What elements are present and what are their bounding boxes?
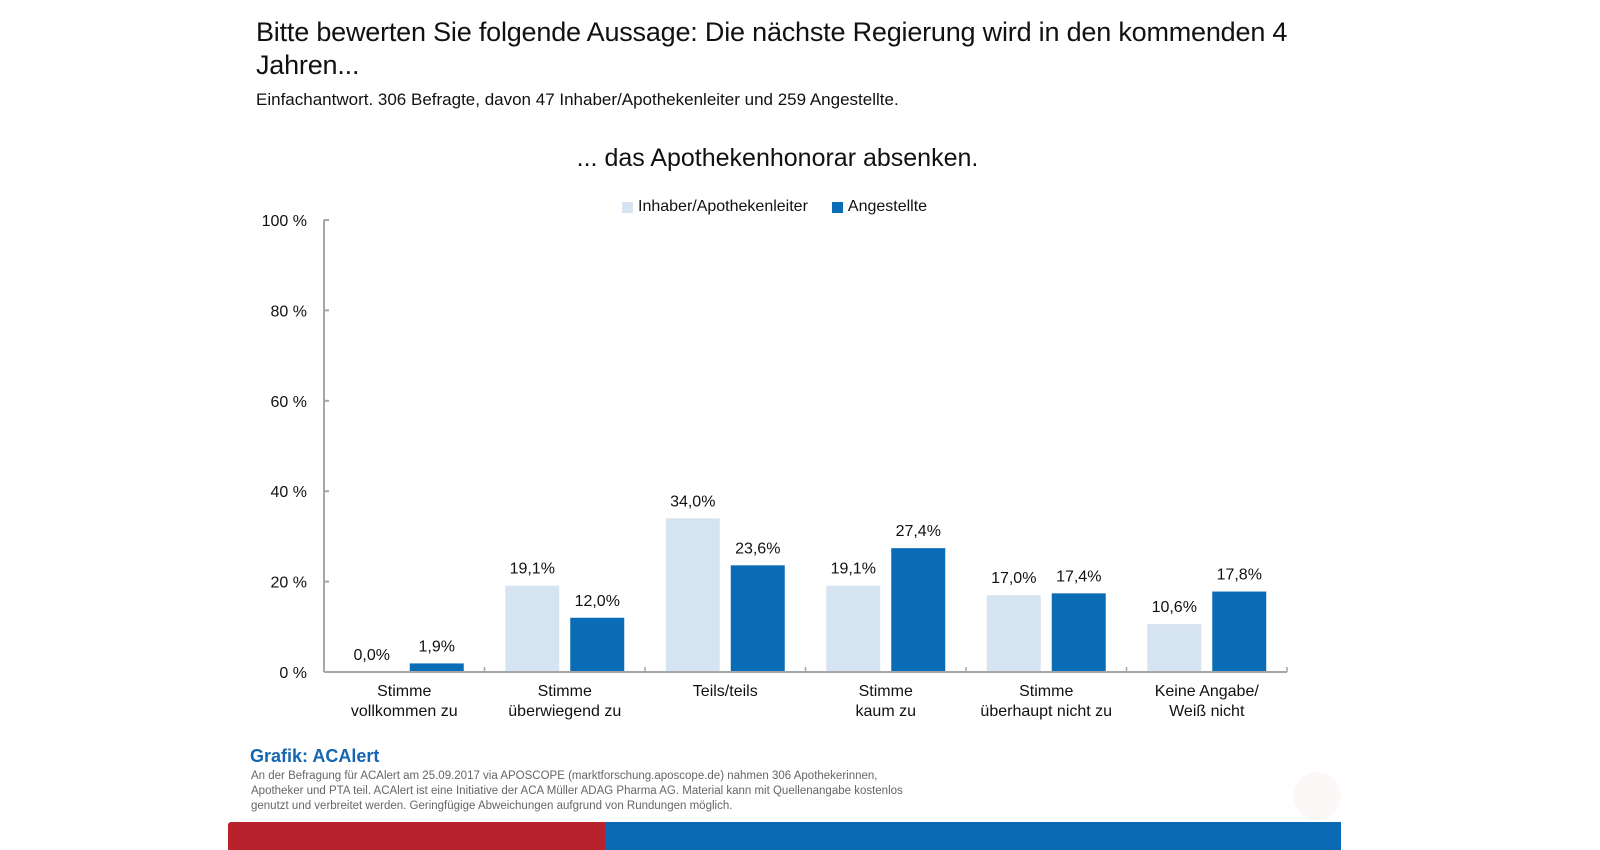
footer-brand-bar-red [228,822,605,850]
bar-inhaber [505,585,560,671]
x-category-label: Stimme [859,683,913,700]
data-label: 34,0% [670,493,715,510]
footer-brand-bar-blue [605,822,1341,850]
bar-inhaber [665,518,720,671]
legend-item-inhaber: Inhaber/Apothekenleiter [622,198,808,216]
x-category-label: überwiegend zu [508,703,621,720]
bar-inhaber [986,595,1041,671]
data-label: 17,4% [1056,568,1101,585]
x-category-label: überhaupt nicht zu [980,703,1112,720]
page-subtitle: Einfachantwort. 306 Befragte, davon 47 I… [256,90,899,109]
data-label: 10,6% [1152,599,1197,616]
decorative-circle [1293,772,1341,820]
chart-title: ... das Apothekenhonorar absenken. [576,144,979,172]
legend-item-angestellte: Angestellte [831,198,928,216]
y-tick-label: 20 % [271,575,307,592]
bar-inhaber [826,585,881,671]
chart-legend: Inhaber/Apothekenleiter Angestellte [622,198,951,216]
x-category-label: Weiß nicht [1169,703,1245,720]
x-category-label: Keine Angabe/ [1155,683,1260,700]
legend-swatch-inhaber [622,201,633,213]
data-label: 17,8% [1217,567,1262,584]
y-tick-label: 60 % [271,394,307,411]
source-title: Grafik: ACAlert [250,746,380,766]
bar-angestellte [1212,591,1267,671]
x-category-label: vollkommen zu [351,703,458,720]
x-category-label: kaum zu [856,703,916,720]
bar-angestellte [730,565,785,671]
x-category-label: Stimme [377,683,431,700]
data-label: 23,6% [735,540,780,557]
legend-label-angestellte: Angestellte [847,198,928,215]
legend-label-inhaber: Inhaber/Apothekenleiter [638,198,808,215]
y-tick-label: 80 % [271,303,307,320]
y-tick-label: 0 % [279,665,307,682]
data-label: 19,1% [831,561,876,578]
data-label: 12,0% [575,593,620,610]
data-label: 1,9% [419,638,455,655]
page-title: Bitte bewerten Sie folgende Aussage: Die… [256,17,1288,80]
bar-angestellte [1051,593,1106,671]
bar-inhaber [1147,624,1202,671]
data-label: 27,4% [896,523,941,540]
y-tick-label: 100 % [262,213,307,230]
data-label: 17,0% [991,570,1036,587]
legend-swatch-angestellte [831,201,843,213]
x-category-label: Stimme [1019,683,1073,700]
y-tick-label: 40 % [271,484,307,501]
bar-angestellte [570,617,625,671]
bar-angestellte [891,548,946,671]
data-label: 19,1% [510,561,555,578]
x-category-label: Stimme [538,683,592,700]
x-category-label: Teils/teils [693,683,758,700]
bar-angestellte [409,663,464,671]
source-text: An der Befragung für ACAlert am 25.09.20… [251,770,903,812]
data-label: 0,0% [354,647,390,664]
